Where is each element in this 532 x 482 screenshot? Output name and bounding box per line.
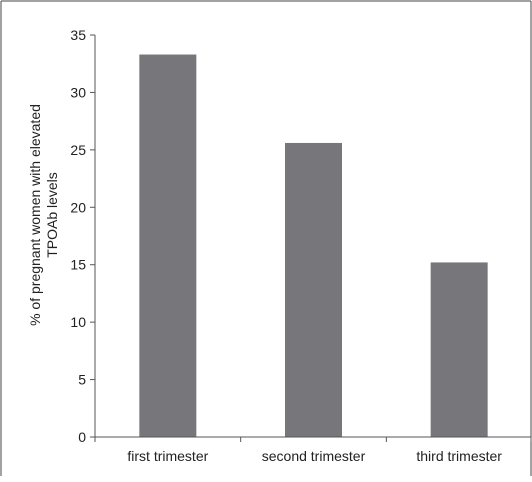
y-axis-label-line-1: % of pregnant women with elevated <box>27 104 43 326</box>
x-tick-label: third trimester <box>416 448 502 464</box>
bar-first-trimester <box>139 54 197 437</box>
x-tick-label: second trimester <box>262 448 366 464</box>
y-tick-label: 35 <box>70 27 86 43</box>
y-axis-label: % of pregnant women with elevated TPOAb … <box>27 104 60 326</box>
y-axis-label-line-2: TPOAb levels <box>44 172 60 258</box>
y-tick-label: 10 <box>70 314 86 330</box>
y-tick-label: 30 <box>70 84 86 100</box>
y-tick-label: 25 <box>70 142 86 158</box>
x-tick-label: first trimester <box>127 448 208 464</box>
y-tick-label: 0 <box>78 429 86 445</box>
bar-series <box>139 54 488 438</box>
y-tick-label: 20 <box>70 199 86 215</box>
x-axis: first trimester second trimester third tri… <box>94 436 532 464</box>
bar-second-trimester <box>285 142 342 438</box>
y-tick-label: 5 <box>78 372 86 388</box>
y-axis: 0 5 10 15 20 25 30 35 <box>70 27 96 445</box>
y-tick-label: 15 <box>70 257 86 273</box>
bar-third-trimester <box>430 262 488 437</box>
